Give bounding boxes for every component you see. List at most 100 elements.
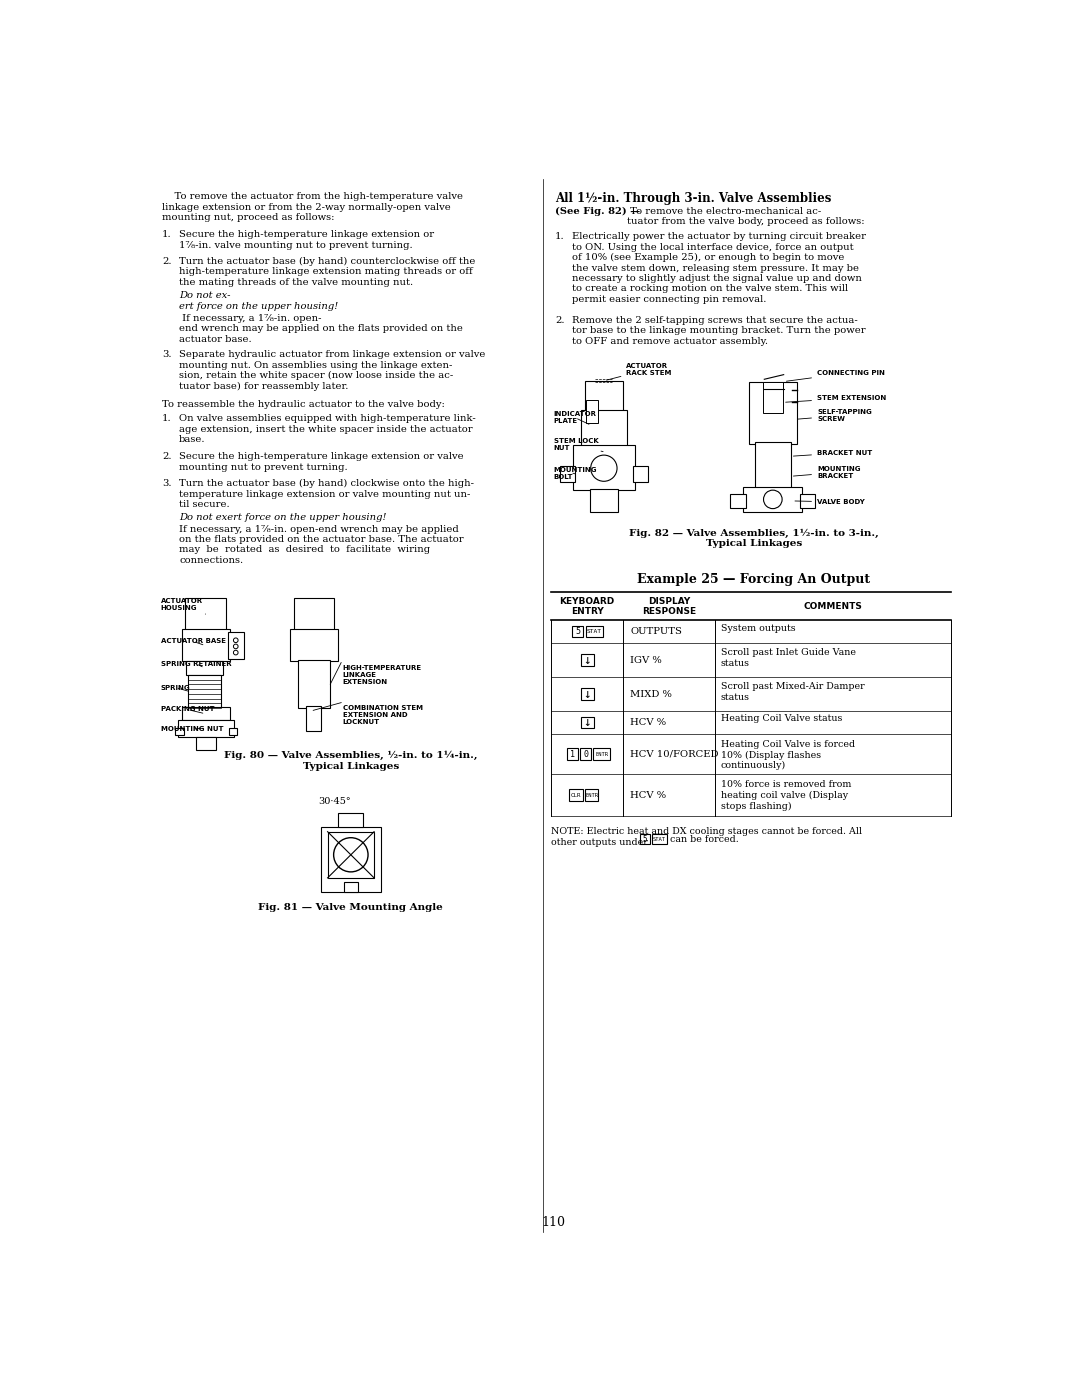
Text: System outputs: System outputs — [721, 623, 796, 633]
Text: Fig. 80 — Valve Assemblies, ½-in. to 1¼-in.,
Typical Linkages: Fig. 80 — Valve Assemblies, ½-in. to 1¼-… — [224, 752, 477, 771]
Text: 3.: 3. — [162, 351, 172, 359]
FancyBboxPatch shape — [581, 654, 594, 666]
Text: STAT: STAT — [586, 629, 602, 634]
FancyBboxPatch shape — [581, 689, 594, 700]
Text: 1.: 1. — [162, 231, 172, 239]
FancyBboxPatch shape — [186, 661, 224, 675]
FancyBboxPatch shape — [229, 728, 238, 735]
Text: HCV %: HCV % — [631, 718, 666, 726]
Text: STEM EXTENSION: STEM EXTENSION — [785, 395, 887, 402]
Text: NOTE: Electric heat and DX cooling stages cannot be forced. All
other outputs un: NOTE: Electric heat and DX cooling stage… — [551, 827, 862, 847]
Text: Example 25 — Forcing An Output: Example 25 — Forcing An Output — [637, 573, 870, 585]
Text: VALVE BODY: VALVE BODY — [795, 499, 865, 504]
Text: Secure the high-temperature linkage extension or
1⅞-in. valve mounting nut to pr: Secure the high-temperature linkage exte… — [179, 231, 434, 250]
FancyBboxPatch shape — [327, 831, 374, 877]
Text: To reassemble the hydraulic actuator to the valve body:: To reassemble the hydraulic actuator to … — [162, 400, 445, 409]
FancyBboxPatch shape — [567, 749, 578, 760]
FancyBboxPatch shape — [338, 813, 363, 827]
Text: MOUNTING
BRACKET: MOUNTING BRACKET — [794, 465, 861, 479]
Text: CONNECTING PIN: CONNECTING PIN — [786, 370, 885, 381]
FancyBboxPatch shape — [748, 383, 797, 444]
FancyBboxPatch shape — [581, 411, 627, 446]
Text: PACKING NUT: PACKING NUT — [161, 707, 214, 712]
Text: COMMENTS: COMMENTS — [804, 602, 862, 610]
Text: 0: 0 — [583, 750, 589, 759]
FancyBboxPatch shape — [590, 489, 618, 511]
Text: DISPLAY
RESPONSE: DISPLAY RESPONSE — [642, 597, 696, 616]
Text: Fig. 81 — Valve Mounting Angle: Fig. 81 — Valve Mounting Angle — [258, 902, 443, 911]
FancyBboxPatch shape — [175, 728, 184, 735]
FancyBboxPatch shape — [743, 488, 802, 511]
FancyBboxPatch shape — [343, 882, 357, 891]
Text: ENTR: ENTR — [595, 752, 608, 757]
Text: Electrically power the actuator by turning circuit breaker
to ON. Using the loca: Electrically power the actuator by turni… — [572, 232, 866, 303]
Text: Separate hydraulic actuator from linkage extension or valve
mounting nut. On ass: Separate hydraulic actuator from linkage… — [179, 351, 486, 391]
Text: 10% force is removed from
heating coil valve (Display
stops flashing): 10% force is removed from heating coil v… — [721, 781, 851, 810]
FancyBboxPatch shape — [572, 446, 635, 490]
Text: HCV 10/FORCED: HCV 10/FORCED — [631, 750, 718, 759]
Text: STAT: STAT — [652, 837, 666, 842]
FancyBboxPatch shape — [189, 675, 221, 708]
Text: MOUNTING NUT: MOUNTING NUT — [161, 726, 224, 732]
Text: SELF-TAPPING
SCREW: SELF-TAPPING SCREW — [798, 409, 872, 422]
Text: If necessary, a 1⅞-in. open-
end wrench may be applied on the flats provided on : If necessary, a 1⅞-in. open- end wrench … — [179, 314, 463, 344]
FancyBboxPatch shape — [291, 629, 338, 661]
Text: If necessary, a 1⅞-in. open-end wrench may be applied
on the flats provided on t: If necessary, a 1⅞-in. open-end wrench m… — [179, 525, 463, 564]
Text: INDICATOR
PLATE: INDICATOR PLATE — [554, 411, 596, 425]
Text: All 1½-in. Through 3-in. Valve Assemblies: All 1½-in. Through 3-in. Valve Assemblie… — [555, 193, 832, 205]
Text: 1.: 1. — [162, 415, 172, 423]
Text: To remove the electro-mechanical ac-
tuator from the valve body, proceed as foll: To remove the electro-mechanical ac- tua… — [627, 207, 865, 226]
Text: Heating Coil Valve status: Heating Coil Valve status — [721, 714, 842, 724]
FancyBboxPatch shape — [181, 707, 230, 721]
Text: HIGH-TEMPERATURE
LINKAGE
EXTENSION: HIGH-TEMPERATURE LINKAGE EXTENSION — [342, 665, 422, 685]
Text: Remove the 2 self-tapping screws that secure the actua-
tor base to the linkage : Remove the 2 self-tapping screws that se… — [572, 316, 866, 345]
Text: 3.: 3. — [162, 479, 172, 488]
FancyBboxPatch shape — [580, 749, 591, 760]
Text: IGV %: IGV % — [631, 655, 662, 665]
Text: 110: 110 — [541, 1217, 566, 1229]
Text: Scroll past Mixed-Air Damper
status: Scroll past Mixed-Air Damper status — [721, 682, 864, 701]
Text: 5: 5 — [643, 835, 647, 844]
FancyBboxPatch shape — [584, 381, 623, 412]
FancyBboxPatch shape — [593, 749, 610, 760]
Text: can be forced.: can be forced. — [666, 835, 739, 844]
Text: KEYBOARD
ENTRY: KEYBOARD ENTRY — [559, 597, 615, 616]
FancyBboxPatch shape — [228, 631, 243, 659]
FancyBboxPatch shape — [298, 659, 330, 708]
Text: Fig. 82 — Valve Assemblies, 1½-in. to 3-in.,
Typical Linkages: Fig. 82 — Valve Assemblies, 1½-in. to 3-… — [629, 528, 879, 548]
FancyBboxPatch shape — [306, 707, 321, 731]
Text: CLR: CLR — [570, 792, 581, 798]
Text: COMBINATION STEM
EXTENSION AND
LOCKNUT: COMBINATION STEM EXTENSION AND LOCKNUT — [342, 705, 422, 725]
Text: Heating Coil Valve is forced
10% (Display flashes
continuously): Heating Coil Valve is forced 10% (Displa… — [721, 740, 855, 770]
Text: ↓: ↓ — [583, 687, 591, 700]
Text: 1: 1 — [570, 750, 575, 759]
Text: To remove the actuator from the high-temperature valve
linkage extension or from: To remove the actuator from the high-tem… — [162, 193, 463, 222]
Text: Do not ex-
ert force on the upper housing!: Do not ex- ert force on the upper housin… — [179, 291, 338, 310]
FancyBboxPatch shape — [197, 736, 216, 750]
FancyBboxPatch shape — [586, 400, 597, 423]
FancyBboxPatch shape — [569, 789, 582, 800]
Text: On valve assemblies equipped with high-temperature link-
age extension, insert t: On valve assemblies equipped with high-t… — [179, 415, 476, 444]
Text: OUTPUTS: OUTPUTS — [631, 627, 683, 636]
Text: ↓: ↓ — [583, 717, 591, 729]
Text: 30·45°: 30·45° — [319, 798, 351, 806]
FancyBboxPatch shape — [585, 789, 598, 800]
Text: MIXD %: MIXD % — [631, 690, 672, 698]
Text: ACTUATOR BASE: ACTUATOR BASE — [161, 638, 226, 645]
Text: 2.: 2. — [162, 453, 172, 461]
FancyBboxPatch shape — [651, 834, 667, 844]
Text: Secure the high-temperature linkage extension or valve
mounting nut to prevent t: Secure the high-temperature linkage exte… — [179, 453, 463, 472]
Text: ACTUATOR
HOUSING: ACTUATOR HOUSING — [161, 598, 205, 615]
Text: ↓: ↓ — [583, 654, 591, 666]
Text: Do not exert force on the upper housing!: Do not exert force on the upper housing! — [179, 513, 387, 522]
Text: Turn the actuator base (by hand) counterclockwise off the
high-temperature linka: Turn the actuator base (by hand) counter… — [179, 257, 475, 286]
Text: 2.: 2. — [555, 316, 565, 326]
Text: ACTUATOR
RACK STEM: ACTUATOR RACK STEM — [607, 363, 672, 380]
FancyBboxPatch shape — [755, 443, 791, 490]
FancyBboxPatch shape — [762, 383, 783, 414]
Text: STEM LOCK
NUT: STEM LOCK NUT — [554, 439, 603, 451]
Text: ENTR: ENTR — [585, 792, 598, 798]
Text: 5: 5 — [576, 627, 580, 636]
Text: BRACKET NUT: BRACKET NUT — [794, 450, 873, 455]
FancyBboxPatch shape — [181, 629, 230, 661]
